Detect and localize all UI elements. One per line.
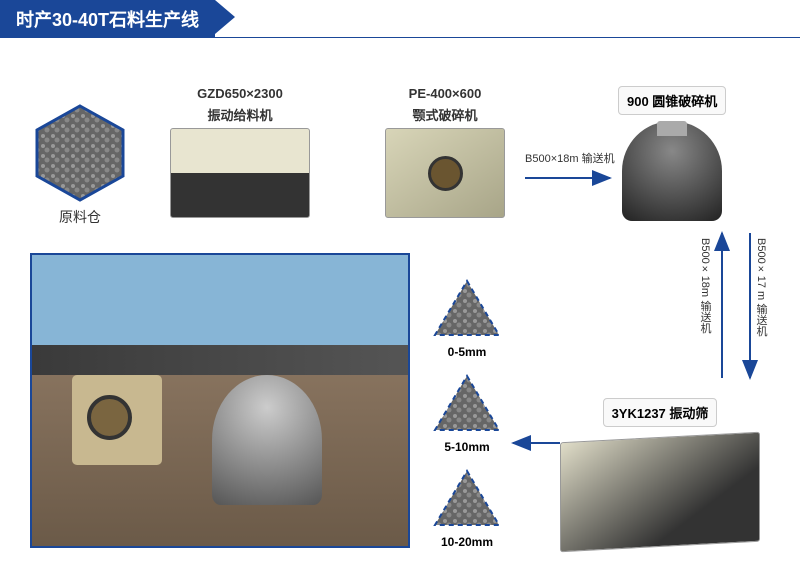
screen-machine-icon [560,432,760,552]
raw-bin-node: 原料仓 [30,103,130,227]
raw-bin-label: 原料仓 [30,207,130,227]
screen-output-arrow [505,433,565,453]
conveyor-2-label: B500×17 m 输送机 [753,238,769,336]
output-0-5-label: 0-5mm [432,345,502,359]
screen-title: 3YK1237 振动筛 [603,398,718,427]
raw-bin-icon [30,103,130,203]
jaw-title2: 颚式破碎机 [385,105,505,124]
feeder-machine-icon [170,128,310,218]
conveyor-3-arrow [712,228,732,388]
output-5-10: 5-10mm [432,373,502,454]
jaw-node: PE-400×600 颚式破碎机 [385,86,505,218]
cone-node: 900 圆锥破碎机 [618,86,726,221]
cone-machine-icon [622,121,722,221]
site-photo [30,253,410,548]
feeder-title1: GZD650×2300 [170,86,310,101]
diagram-canvas: 原料仓 GZD650×2300 振动给料机 PE-400×600 颚式破碎机 9… [0,38,800,583]
feeder-node: GZD650×2300 振动给料机 [170,86,310,218]
output-0-5: 0-5mm [432,278,502,359]
jaw-title1: PE-400×600 [385,86,505,101]
output-10-20-label: 10-20mm [432,535,502,549]
jaw-machine-icon [385,128,505,218]
conveyor-3-label: B500×18m 输送机 [697,238,713,333]
feeder-title2: 振动给料机 [170,105,310,124]
conveyor-1-label: B500×18m 输送机 [525,150,615,166]
cone-title: 900 圆锥破碎机 [618,86,726,115]
screen-node: 3YK1237 振动筛 [560,398,760,547]
output-10-20: 10-20mm [432,468,502,549]
page-title: 时产30-40T石料生产线 [0,0,215,38]
output-5-10-label: 5-10mm [432,440,502,454]
conveyor-1-arrow [520,168,620,188]
